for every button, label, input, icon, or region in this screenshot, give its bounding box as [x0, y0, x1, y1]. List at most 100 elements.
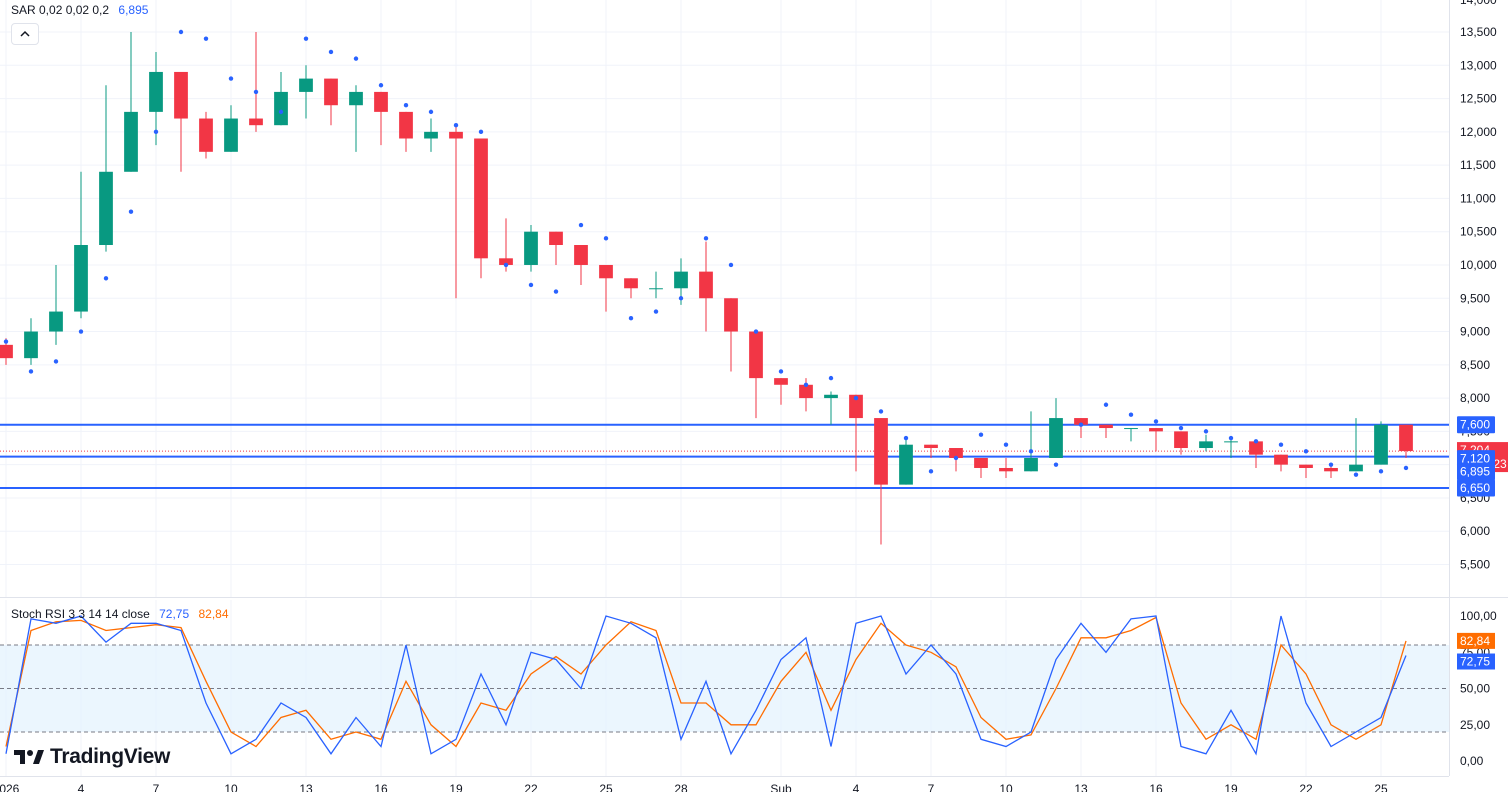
candle-body [1249, 441, 1263, 455]
sar-dot [53, 359, 59, 364]
stoch-d-badge-bg [1457, 632, 1495, 649]
sar-dot [453, 122, 459, 128]
candle-body [74, 245, 88, 312]
sar-dot [28, 369, 34, 374]
sar-dot [1003, 442, 1009, 447]
price-tick-label: 12,000 [1460, 125, 1497, 139]
candle-body [524, 231, 538, 265]
candle-body [1074, 418, 1088, 425]
candle-body [549, 231, 563, 245]
sar-dot [1353, 472, 1359, 477]
candle-body [249, 118, 263, 126]
level-badge-7120-bg [1457, 450, 1495, 468]
candle-body [374, 91, 388, 112]
time-tick-label: 22 [1299, 782, 1313, 792]
candle-body [699, 271, 713, 299]
sar-dot [553, 289, 559, 294]
candle-body [649, 288, 663, 290]
candle-body [749, 331, 763, 379]
chevron-up-icon [20, 30, 30, 37]
stoch-rsi-legend: Stoch RSI 3 3 14 14 close 72,75 82,84 [11, 607, 229, 621]
sar-dot [928, 469, 934, 474]
price-tick-label: 8,500 [1460, 358, 1490, 372]
candle-body [474, 138, 488, 259]
time-tick-label: 13 [1074, 782, 1088, 792]
sar-dot [903, 435, 909, 441]
sar-dot [853, 395, 859, 401]
sar-dot [1153, 419, 1159, 424]
level-badge-6650: 6,650 [1460, 481, 1490, 495]
time-tick-label: 10 [224, 782, 238, 792]
candle-body [724, 298, 738, 332]
candle-body [199, 118, 213, 152]
sar-dot [528, 282, 534, 288]
level-badge-7120: 7,120 [1460, 452, 1490, 466]
candle-body [149, 71, 163, 112]
candle-body [399, 111, 413, 139]
time-tick-label: 4 [78, 782, 85, 792]
candle-body [99, 171, 113, 245]
candle-body [499, 258, 513, 265]
time-tick-label: 25 [599, 782, 613, 792]
sar-dot [103, 276, 109, 281]
tradingview-logo[interactable]: TradingView [14, 745, 170, 769]
sar-dot [1403, 465, 1409, 471]
sar-dot [878, 409, 884, 414]
stoch-d-badge: 82,84 [1460, 634, 1490, 648]
candle-body [1099, 424, 1113, 429]
sar-dot [1203, 429, 1209, 434]
time-tick-label: 25 [1374, 782, 1388, 792]
sar-legend: SAR 0,02 0,02 0,2 6,895 [11, 3, 148, 17]
candle-body [799, 384, 813, 399]
stoch-k-value: 72,75 [159, 607, 190, 621]
stoch-tick-label: 100,00 [1460, 609, 1497, 623]
candle-body [449, 131, 463, 139]
sar-dot [728, 262, 734, 268]
candle-body [1299, 464, 1313, 468]
sar-dot [303, 36, 309, 41]
collapse-legend-button[interactable] [11, 23, 39, 45]
level-badge-7600: 7,600 [1460, 418, 1490, 432]
sar-dot [653, 309, 659, 314]
sar-dot [1103, 402, 1109, 407]
time-tick-label: 7 [928, 782, 935, 792]
sar-dot [1028, 449, 1034, 454]
stoch-k-badge-bg [1457, 653, 1495, 670]
sar-dot [778, 369, 784, 374]
time-tick-label: 13 [299, 782, 313, 792]
candle-body [949, 448, 963, 458]
candle-body [1124, 428, 1138, 430]
sar-dot [78, 329, 84, 334]
stoch-rsi-label: Stoch RSI 3 3 14 14 close [11, 607, 150, 621]
sar-dot [603, 236, 609, 241]
candle-body [674, 271, 688, 289]
candle-body [974, 458, 988, 468]
sar-dot [503, 262, 509, 268]
stoch-tick-label: 0,00 [1460, 754, 1484, 768]
sar-dot [278, 109, 284, 115]
candle-body [1174, 431, 1188, 449]
candle-body [0, 344, 13, 359]
sar-dot [578, 222, 584, 228]
price-tick-label: 5,500 [1460, 558, 1490, 572]
sar-label: SAR 0,02 0,02 0,2 [11, 3, 110, 17]
candle-body [824, 394, 838, 399]
candle-body [774, 378, 788, 385]
sar-dot [1378, 469, 1384, 474]
time-tick-label: 19 [449, 782, 463, 792]
candle-body [174, 71, 188, 119]
time-tick-label: 19 [1224, 782, 1238, 792]
sar-dot [1078, 422, 1084, 427]
candle-body [24, 331, 38, 359]
candle-body [1274, 454, 1288, 465]
candle-body [299, 78, 313, 92]
sar-dot [1303, 449, 1309, 454]
level-badge-6650-bg [1457, 479, 1495, 497]
candle-body [1324, 467, 1338, 472]
price-tick-label: 10,500 [1460, 225, 1497, 239]
candle-body [574, 245, 588, 265]
sar-badge-bg [1457, 463, 1495, 481]
sar-dot [753, 329, 759, 334]
